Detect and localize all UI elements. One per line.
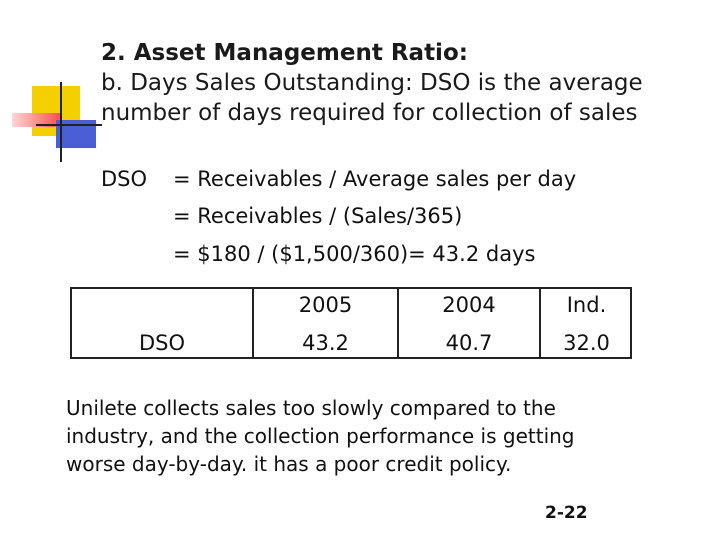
table-cell-2005: 43.2 [302,331,349,355]
slide-number: 2-22 [545,503,588,523]
table-divider [539,289,541,357]
formula-line-3: = $180 / ($1,500/360)= 43.2 days [173,242,536,266]
decorative-red-bar [12,113,62,127]
formula-line-2: = Receivables / (Sales/365) [173,204,463,228]
table-divider [252,289,254,357]
table-cell-2004: 40.7 [445,331,493,355]
decorative-horizontal-line [36,124,102,126]
title-heading: 2. Asset Management Ratio: [101,40,468,66]
table-header-2004: 2004 [442,293,496,317]
table-divider [397,289,399,357]
formula-line-1: = Receivables / Average sales per day [173,167,577,191]
table-header-2005: 2005 [298,293,353,317]
table-row-label: DSO [138,331,186,355]
table-cell-industry: 32.0 [563,331,610,355]
slide-title: 2. Asset Management Ratio: b. Days Sales… [101,38,711,128]
table-header-industry: Ind. [566,293,607,317]
dso-comparison-table: 2005 2004 Ind. DSO 43.2 40.7 32.0 [70,287,632,359]
conclusion-text: Unilete collects sales too slowly compar… [66,396,575,476]
formula-label: DSO [101,167,148,191]
title-subtitle-line-2: number of days required for collection o… [101,100,638,126]
decorative-vertical-line [60,82,62,162]
title-subtitle-line-1: b. Days Sales Outstanding: DSO is the av… [101,70,643,96]
